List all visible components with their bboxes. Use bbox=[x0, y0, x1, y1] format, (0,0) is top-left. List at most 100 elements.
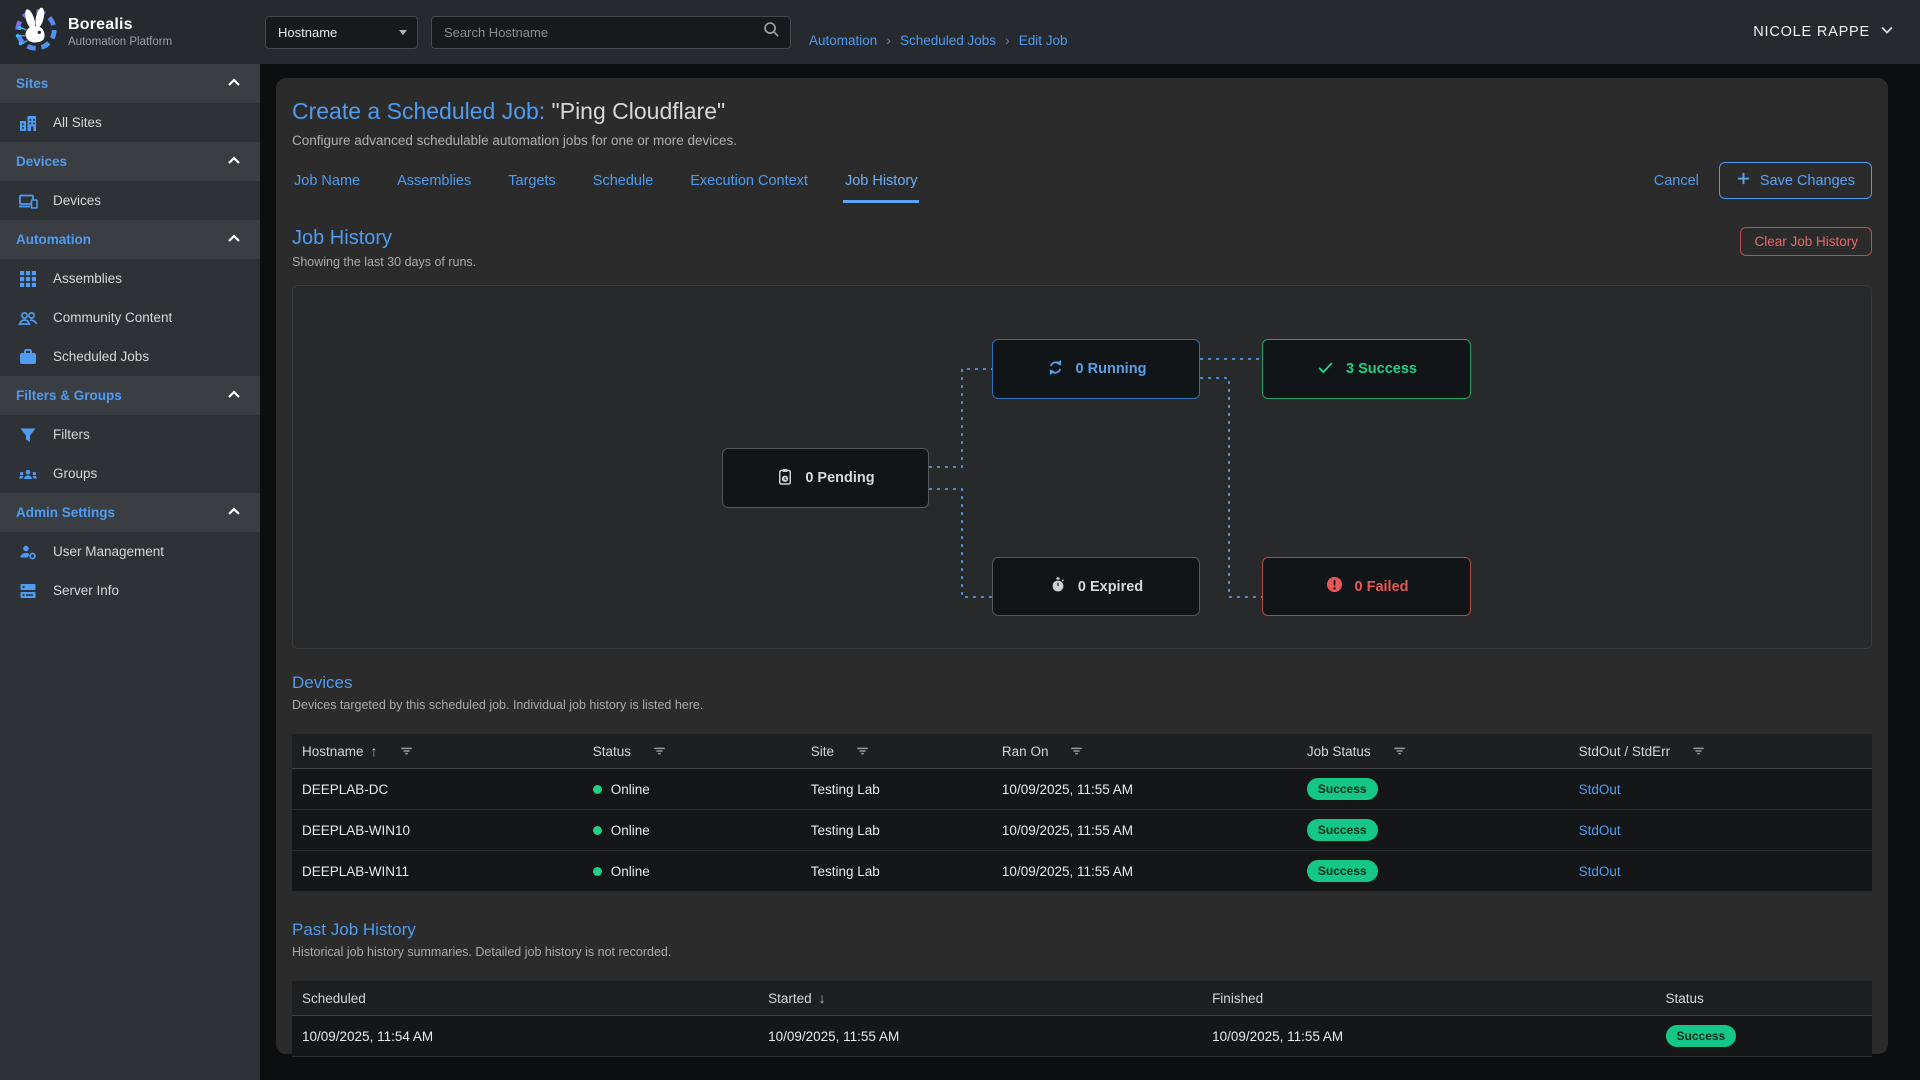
site-cell: Testing Lab bbox=[801, 769, 992, 810]
table-row: 10/09/2025, 11:54 AM 10/09/2025, 11:55 A… bbox=[292, 1016, 1872, 1057]
section-title: Devices bbox=[16, 154, 226, 169]
finished-cell: 10/09/2025, 11:55 AM bbox=[1202, 1016, 1655, 1057]
save-changes-label: Save Changes bbox=[1760, 173, 1855, 189]
sidebar-item-label: All Sites bbox=[53, 115, 102, 130]
filter-list-icon[interactable] bbox=[1392, 744, 1407, 758]
top-bar: Borealis Automation Platform Hostname Au… bbox=[0, 0, 1920, 64]
sidebar-section-admin-settings[interactable]: Admin Settings bbox=[0, 493, 260, 532]
sidebar-item-label: Scheduled Jobs bbox=[53, 349, 149, 364]
sidebar-item-assemblies[interactable]: Assemblies bbox=[0, 259, 260, 298]
stdout-link[interactable]: StdOut bbox=[1579, 782, 1621, 797]
online-status-dot bbox=[593, 826, 602, 835]
page-title-job-name: "Ping Cloudflare" bbox=[545, 98, 725, 124]
search-input[interactable] bbox=[444, 25, 763, 40]
column-header-ran-on[interactable]: Ran On bbox=[1002, 744, 1049, 759]
past-job-history-table: Scheduled Started ↓ Finished Status 10/09… bbox=[292, 981, 1872, 1057]
past-table-header-row: Scheduled Started ↓ Finished Status bbox=[292, 981, 1872, 1016]
breadcrumb-scheduled-jobs[interactable]: Scheduled Jobs bbox=[900, 33, 996, 48]
column-header-status[interactable]: Status bbox=[1666, 991, 1704, 1006]
save-changes-button[interactable]: Save Changes bbox=[1719, 162, 1872, 199]
sidebar-item-community-content[interactable]: Community Content bbox=[0, 298, 260, 337]
status-badge: Success bbox=[1307, 860, 1378, 882]
caret-down-icon bbox=[399, 30, 407, 35]
past-job-history-heading: Past Job History bbox=[292, 920, 1872, 940]
chevron-up-icon bbox=[226, 387, 242, 405]
tab-assemblies[interactable]: Assemblies bbox=[395, 165, 473, 203]
sort-asc-icon[interactable]: ↑ bbox=[371, 743, 378, 759]
sort-desc-icon[interactable]: ↓ bbox=[819, 990, 826, 1006]
flow-node-success[interactable]: 3 Success bbox=[1262, 339, 1471, 399]
column-header-started[interactable]: Started bbox=[768, 991, 812, 1006]
server-icon bbox=[18, 581, 38, 601]
flow-node-failed[interactable]: 0 Failed bbox=[1262, 557, 1471, 616]
flow-node-label: 0 Failed bbox=[1355, 579, 1409, 595]
column-header-hostname[interactable]: Hostname bbox=[302, 744, 364, 759]
status-badge: Success bbox=[1307, 819, 1378, 841]
sidebar-item-devices[interactable]: Devices bbox=[0, 181, 260, 220]
tab-schedule[interactable]: Schedule bbox=[591, 165, 655, 203]
column-header-finished[interactable]: Finished bbox=[1212, 991, 1263, 1006]
hostname-select-value: Hostname bbox=[278, 25, 399, 40]
filter-list-icon[interactable] bbox=[652, 744, 667, 758]
stdout-link[interactable]: StdOut bbox=[1579, 864, 1621, 879]
tab-job-name[interactable]: Job Name bbox=[292, 165, 362, 203]
flow-node-pending[interactable]: 0 Pending bbox=[722, 448, 929, 508]
tab-job-history[interactable]: Job History bbox=[843, 165, 920, 203]
sidebar-item-label: Devices bbox=[53, 193, 101, 208]
sidebar-item-groups[interactable]: Groups bbox=[0, 454, 260, 493]
sidebar-item-server-info[interactable]: Server Info bbox=[0, 571, 260, 610]
page-subtitle: Configure advanced schedulable automatio… bbox=[292, 133, 1872, 148]
sidebar-item-all-sites[interactable]: All Sites bbox=[0, 103, 260, 142]
page-title-prefix: Create a Scheduled Job: bbox=[292, 98, 545, 124]
sidebar-section-automation[interactable]: Automation bbox=[0, 220, 260, 259]
hostname-select[interactable]: Hostname bbox=[265, 16, 418, 49]
table-row: DEEPLAB-WIN11 Online Testing Lab 10/09/2… bbox=[292, 851, 1872, 892]
column-header-job-status[interactable]: Job Status bbox=[1307, 744, 1371, 759]
hostname-cell: DEEPLAB-DC bbox=[292, 769, 583, 810]
filter-funnel-icon bbox=[18, 425, 38, 445]
sidebar-section-sites[interactable]: Sites bbox=[0, 64, 260, 103]
job-status-flow-diagram: 0 Pending 0 Running 3 Success 0 Expired bbox=[292, 285, 1872, 649]
stdout-link[interactable]: StdOut bbox=[1579, 823, 1621, 838]
sidebar-item-label: Community Content bbox=[53, 310, 172, 325]
tab-execution-context[interactable]: Execution Context bbox=[688, 165, 810, 203]
scheduled-cell: 10/09/2025, 11:54 AM bbox=[292, 1016, 758, 1057]
flow-node-label: 3 Success bbox=[1346, 361, 1417, 377]
column-header-site[interactable]: Site bbox=[811, 744, 834, 759]
breadcrumb-edit-job[interactable]: Edit Job bbox=[1019, 33, 1068, 48]
flow-node-running[interactable]: 0 Running bbox=[992, 339, 1200, 399]
sidebar-section-filters-groups[interactable]: Filters & Groups bbox=[0, 376, 260, 415]
section-title: Sites bbox=[16, 76, 226, 91]
tab-targets[interactable]: Targets bbox=[506, 165, 558, 203]
sidebar-item-user-management[interactable]: User Management bbox=[0, 532, 260, 571]
filter-list-icon[interactable] bbox=[1069, 744, 1084, 758]
sidebar-item-label: Filters bbox=[53, 427, 90, 442]
filter-list-icon[interactable] bbox=[855, 744, 870, 758]
cancel-button[interactable]: Cancel bbox=[1654, 173, 1699, 189]
filter-list-icon[interactable] bbox=[1691, 744, 1706, 758]
column-header-stdout-stderr[interactable]: StdOut / StdErr bbox=[1579, 744, 1671, 759]
filter-list-icon[interactable] bbox=[399, 744, 414, 758]
clear-job-history-button[interactable]: Clear Job History bbox=[1740, 227, 1872, 256]
buildings-icon bbox=[18, 113, 38, 133]
brand: Borealis Automation Platform bbox=[0, 7, 260, 58]
sidebar-item-filters[interactable]: Filters bbox=[0, 415, 260, 454]
ran-on-cell: 10/09/2025, 11:55 AM bbox=[992, 769, 1297, 810]
flow-node-expired[interactable]: 0 Expired bbox=[992, 557, 1200, 616]
column-header-scheduled[interactable]: Scheduled bbox=[302, 991, 366, 1006]
plus-icon bbox=[1736, 171, 1751, 190]
sidebar-section-devices[interactable]: Devices bbox=[0, 142, 260, 181]
site-cell: Testing Lab bbox=[801, 810, 992, 851]
community-icon bbox=[18, 308, 38, 328]
job-history-heading: Job History bbox=[292, 227, 476, 250]
job-history-subtitle: Showing the last 30 days of runs. bbox=[292, 255, 476, 269]
user-menu[interactable]: NICOLE RAPPE bbox=[1753, 23, 1894, 41]
breadcrumb: Automation › Scheduled Jobs › Edit Job bbox=[809, 32, 1068, 48]
sidebar-item-scheduled-jobs[interactable]: Scheduled Jobs bbox=[0, 337, 260, 376]
column-header-status[interactable]: Status bbox=[593, 744, 631, 759]
status-label: Online bbox=[611, 782, 650, 797]
breadcrumb-automation[interactable]: Automation bbox=[809, 33, 877, 48]
devices-table: Hostname↑ Status Site Ran On Job Status … bbox=[292, 734, 1872, 892]
section-title: Automation bbox=[16, 232, 226, 247]
table-row: DEEPLAB-WIN10 Online Testing Lab 10/09/2… bbox=[292, 810, 1872, 851]
